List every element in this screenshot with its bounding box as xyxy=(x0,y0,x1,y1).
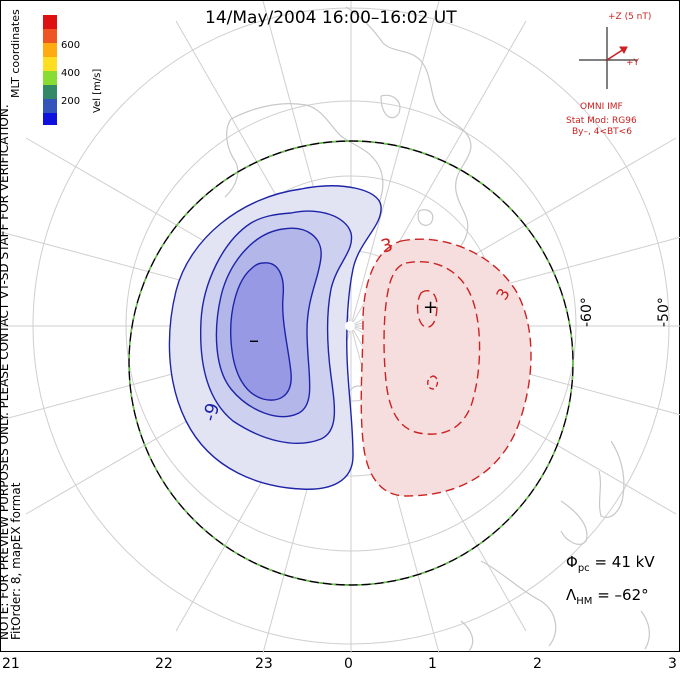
mlt-label-3: 3 xyxy=(668,656,677,672)
imf-arrow-head xyxy=(619,46,628,54)
mlt-label-22: 22 xyxy=(155,656,173,672)
coastline-path xyxy=(230,103,384,224)
coastline-path xyxy=(640,610,650,650)
colorbar-tick: 200 xyxy=(61,96,80,107)
convection-map: -9 3 3 – + -60° -50° 600 400 200 Vel [m/… xyxy=(0,0,680,654)
mlt-label-2: 2 xyxy=(533,656,542,672)
contour-label-pos: 3 xyxy=(379,234,395,257)
preview-note: NOTE: FOR PREVIEW PURPOSES ONLY. PLEASE … xyxy=(0,104,23,640)
imf-z-label: +Z (5 nT) xyxy=(608,12,652,22)
map-frame: -9 3 3 – + -60° -50° 600 400 200 Vel [m/… xyxy=(0,0,680,654)
mlt-label-23: 23 xyxy=(255,656,273,672)
cross-polar-potential: Φpc = 41 kV xyxy=(566,553,655,574)
colorbar-tick: 600 xyxy=(61,40,80,51)
pos-contour-3 xyxy=(416,289,438,328)
hm-latitude: ΛHM = –62° xyxy=(566,586,649,607)
potential-max-marker: + xyxy=(423,297,438,318)
pos-contour-2 xyxy=(383,261,481,435)
meridian-line xyxy=(350,0,440,327)
neg-contour-4 xyxy=(229,262,292,401)
coastline-path xyxy=(417,209,434,226)
lat-label-50: -50° xyxy=(656,297,672,327)
colorbar-cell xyxy=(43,43,57,57)
phi-value: = 41 kV xyxy=(594,553,655,571)
colorbar-cell xyxy=(43,57,57,71)
colorbar-cell xyxy=(43,85,57,99)
imf-model-label: Stat Mod: RG96 xyxy=(566,116,637,126)
lambda-subscript: HM xyxy=(576,596,593,607)
colorbar-cell xyxy=(43,15,57,29)
potential-min-marker: – xyxy=(249,328,259,352)
hm-boundary-green xyxy=(128,140,574,586)
mlt-label-0: 0 xyxy=(344,656,353,672)
phi-symbol: Φ xyxy=(566,553,578,571)
imf-model-range: By–, 4<BT<6 xyxy=(572,127,632,137)
lambda-value: = –62° xyxy=(597,586,649,604)
mlt-label-21: 21 xyxy=(2,656,20,672)
phi-subscript: pc xyxy=(577,563,590,574)
imf-source-label: OMNI IMF xyxy=(580,102,623,112)
colorbar-tick: 400 xyxy=(61,68,80,79)
colorbar-cell xyxy=(43,99,57,113)
imf-y-label: +Y xyxy=(626,58,640,68)
lambda-symbol: Λ xyxy=(566,586,577,604)
colorbar-cell xyxy=(43,71,57,85)
fit-order-line: FitOrder: 8, mapEX format xyxy=(9,482,23,640)
coastline-path xyxy=(560,500,588,545)
colorbar-label: Vel [m/s] xyxy=(92,69,103,113)
imf-dial xyxy=(579,27,637,89)
velocity-colorbar: 600 400 200 Vel [m/s] xyxy=(43,15,103,125)
colorbar-cell xyxy=(43,29,57,43)
pos-contour-4 xyxy=(427,375,439,390)
colorbar-cell xyxy=(43,113,57,125)
pole-marker xyxy=(345,321,355,331)
coastline-path xyxy=(598,440,625,518)
mlt-label-1: 1 xyxy=(428,656,437,672)
negative-potential-cell xyxy=(168,185,382,490)
coastline-path xyxy=(460,620,474,652)
coastline-path xyxy=(480,560,557,647)
contour-label-neg: -9 xyxy=(199,401,224,424)
coastline-path xyxy=(380,94,401,119)
positive-potential-cell xyxy=(360,238,532,497)
coastline-path xyxy=(224,118,239,198)
plot-title: 14/May/2004 16:00–16:02 UT xyxy=(205,8,457,28)
coordinate-system-label: MLT coordinates xyxy=(9,9,22,98)
pos-contour-1 xyxy=(360,238,532,497)
lat-label-60: -60° xyxy=(579,297,595,327)
